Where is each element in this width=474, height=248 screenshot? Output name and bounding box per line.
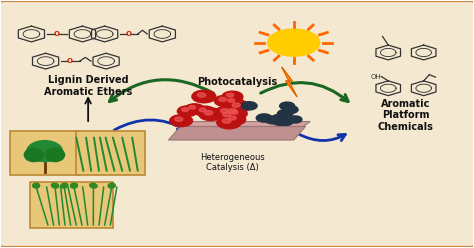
Circle shape [277,110,293,118]
Circle shape [224,97,244,107]
Circle shape [223,106,246,119]
Ellipse shape [27,141,63,162]
Circle shape [283,106,298,114]
Circle shape [222,91,243,102]
Circle shape [279,118,293,125]
Circle shape [268,29,319,56]
Text: Aromatic
Platform
Chemicals: Aromatic Platform Chemicals [378,99,434,132]
Circle shape [222,119,231,123]
Circle shape [227,108,247,119]
Circle shape [229,116,237,120]
Ellipse shape [51,183,59,188]
Ellipse shape [108,183,115,188]
Polygon shape [168,126,306,140]
Ellipse shape [33,183,40,188]
Circle shape [256,114,272,122]
Circle shape [204,111,213,115]
Ellipse shape [24,148,43,162]
Circle shape [228,109,237,113]
Circle shape [273,114,286,121]
Circle shape [280,102,295,110]
Circle shape [199,108,206,112]
Circle shape [192,90,216,103]
Text: Photocatalysis: Photocatalysis [197,77,277,87]
Circle shape [220,109,229,113]
Ellipse shape [61,183,68,188]
Circle shape [228,99,235,102]
Circle shape [223,112,231,117]
Circle shape [175,117,183,121]
Circle shape [289,116,302,123]
FancyBboxPatch shape [10,131,79,175]
Circle shape [219,97,227,101]
Circle shape [241,102,257,110]
Circle shape [224,114,246,125]
Ellipse shape [90,183,97,188]
Circle shape [197,93,206,97]
Circle shape [195,106,215,117]
Polygon shape [282,67,297,97]
Circle shape [189,106,196,109]
Circle shape [231,110,238,114]
Polygon shape [178,122,310,126]
Circle shape [185,104,204,114]
Ellipse shape [46,148,64,162]
Text: Heterogeneous
Catalysis (Δ): Heterogeneous Catalysis (Δ) [200,153,264,172]
Circle shape [227,100,250,113]
Circle shape [170,115,192,127]
Circle shape [273,118,287,125]
Circle shape [215,106,239,119]
Text: Lignin Derived
Aromatic Ethers: Lignin Derived Aromatic Ethers [44,75,132,96]
FancyBboxPatch shape [76,131,145,175]
Circle shape [217,116,241,129]
Circle shape [199,108,223,121]
Circle shape [218,110,241,122]
Text: O: O [126,31,132,37]
Circle shape [182,108,189,112]
Text: O: O [67,58,73,64]
Circle shape [177,106,198,116]
Ellipse shape [71,183,78,188]
Circle shape [227,93,234,97]
Circle shape [265,116,280,124]
FancyBboxPatch shape [30,182,113,228]
Text: O: O [54,31,60,37]
Circle shape [232,103,240,107]
Text: OH: OH [370,74,381,80]
Circle shape [214,95,236,106]
